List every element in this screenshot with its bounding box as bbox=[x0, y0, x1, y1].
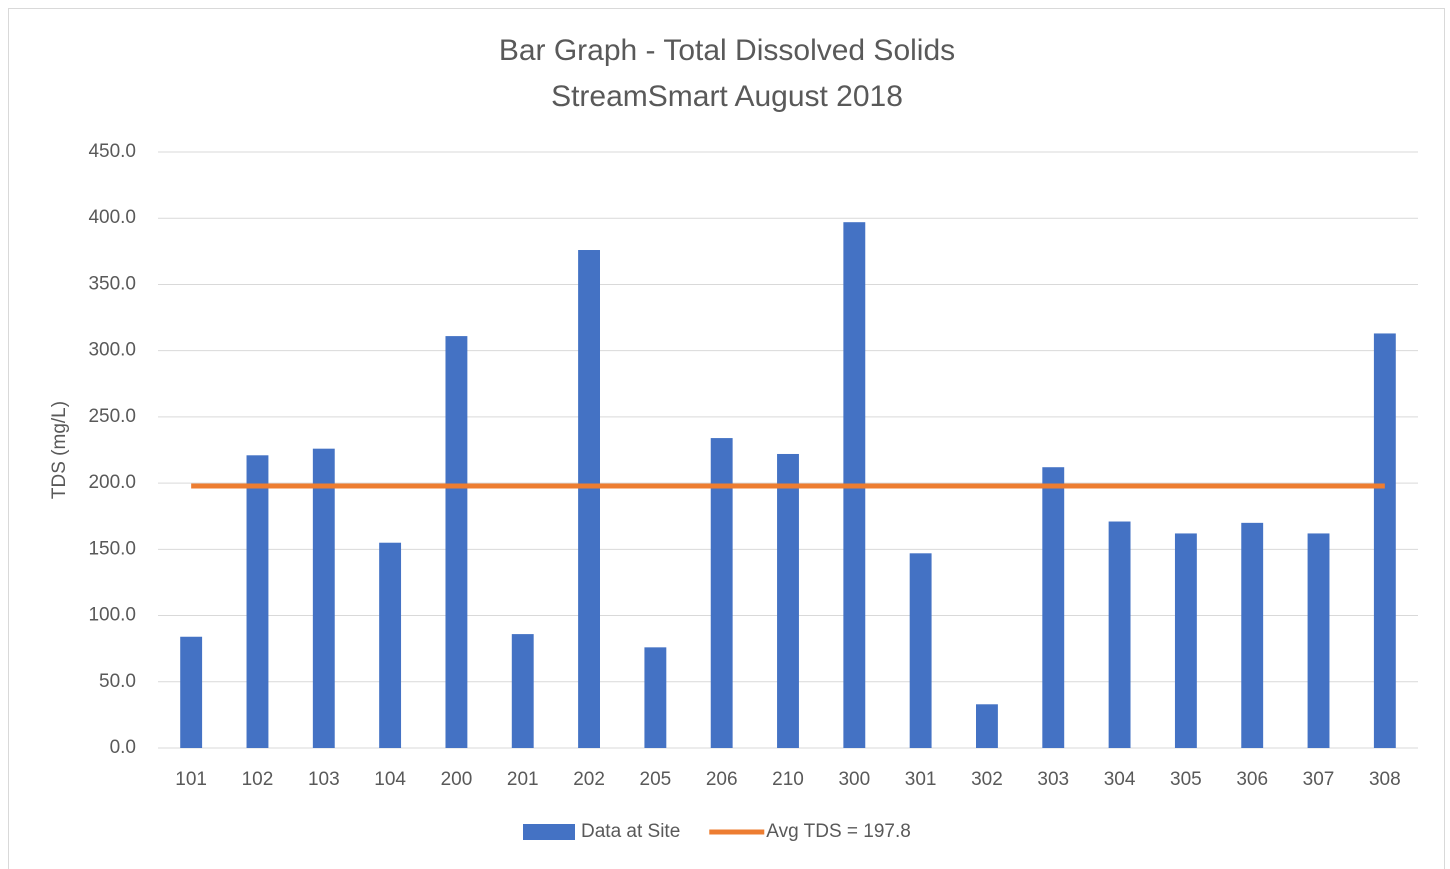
x-tick-label: 205 bbox=[640, 769, 672, 790]
bar bbox=[1241, 522, 1264, 748]
x-tick-label: 301 bbox=[905, 769, 937, 790]
bar bbox=[1174, 533, 1197, 748]
bar bbox=[976, 704, 998, 748]
bar bbox=[1373, 333, 1396, 748]
y-tick-label: 150.0 bbox=[88, 538, 136, 559]
x-tick-label: 101 bbox=[175, 769, 207, 790]
x-tick-label: 307 bbox=[1303, 769, 1335, 790]
y-tick-label: 450.0 bbox=[88, 141, 136, 162]
bar bbox=[1108, 521, 1131, 748]
y-tick-label: 300.0 bbox=[88, 340, 136, 361]
x-tick-label: 304 bbox=[1104, 769, 1136, 790]
x-tick-label: 103 bbox=[308, 769, 340, 790]
y-axis-label: TDS (mg/L) bbox=[49, 401, 70, 499]
x-tick-label: 303 bbox=[1037, 769, 1069, 790]
y-tick-label: 100.0 bbox=[88, 605, 136, 626]
bar bbox=[1307, 533, 1330, 748]
legend-label: Data at Site bbox=[581, 821, 680, 842]
y-tick-label: 0.0 bbox=[110, 737, 136, 758]
legend-swatch bbox=[523, 824, 575, 840]
bar bbox=[909, 553, 932, 748]
x-tick-label: 305 bbox=[1170, 769, 1202, 790]
y-tick-label: 50.0 bbox=[99, 671, 136, 692]
x-tick-label: 102 bbox=[242, 769, 274, 790]
y-tick-label: 200.0 bbox=[88, 472, 136, 493]
bar bbox=[710, 438, 733, 748]
bar bbox=[180, 636, 203, 748]
chart-title: Bar Graph - Total Dissolved Solids bbox=[499, 34, 955, 67]
x-tick-label: 302 bbox=[971, 769, 1003, 790]
bar bbox=[379, 542, 402, 748]
bar bbox=[578, 250, 600, 748]
bar bbox=[644, 647, 667, 748]
x-tick-label: 300 bbox=[838, 769, 870, 790]
y-tick-label: 400.0 bbox=[88, 207, 136, 228]
y-tick-label: 350.0 bbox=[88, 273, 136, 294]
chart-subtitle: StreamSmart August 2018 bbox=[551, 80, 903, 113]
bar bbox=[246, 455, 269, 748]
x-tick-label: 210 bbox=[772, 769, 804, 790]
x-tick-label: 306 bbox=[1236, 769, 1268, 790]
x-tick-label: 201 bbox=[507, 769, 539, 790]
legend-label: Avg TDS = 197.8 bbox=[766, 821, 911, 842]
x-tick-label: 200 bbox=[441, 769, 473, 790]
bar bbox=[1042, 467, 1065, 748]
x-tick-label: 202 bbox=[573, 769, 605, 790]
x-tick-label: 308 bbox=[1369, 769, 1401, 790]
bar bbox=[511, 634, 534, 748]
x-tick-label: 104 bbox=[374, 769, 406, 790]
bar bbox=[777, 453, 799, 748]
x-tick-label: 206 bbox=[706, 769, 738, 790]
bar bbox=[312, 448, 335, 748]
y-tick-label: 250.0 bbox=[88, 406, 136, 427]
bar bbox=[445, 336, 468, 748]
